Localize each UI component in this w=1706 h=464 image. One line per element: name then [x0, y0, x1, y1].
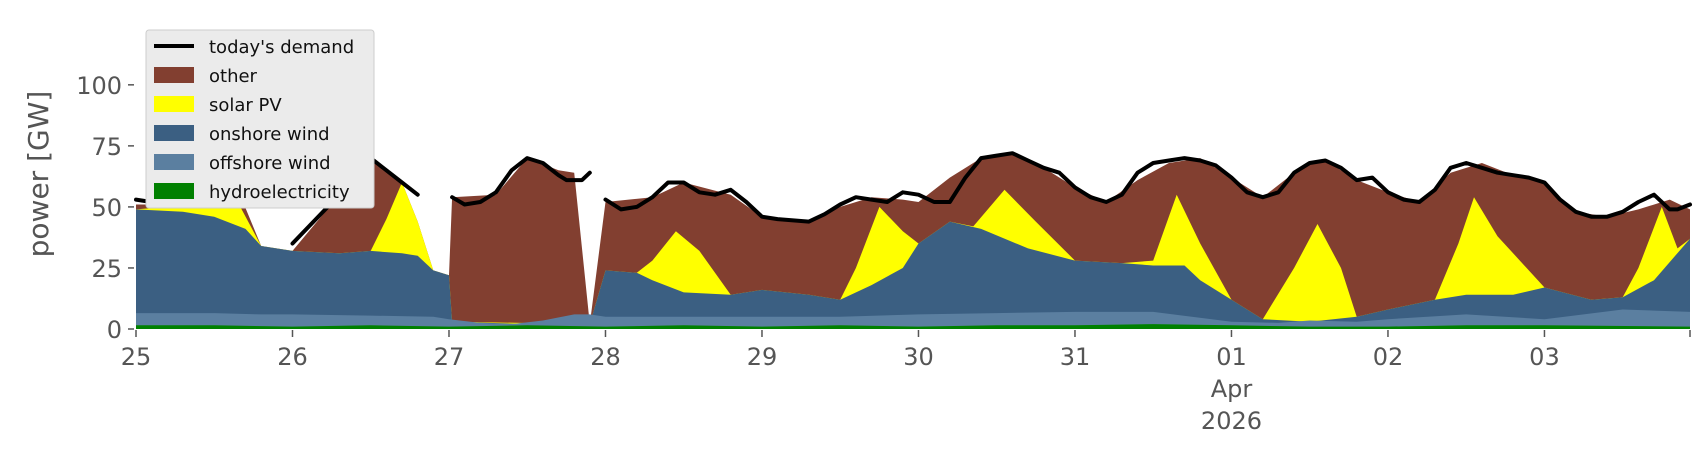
area-hydroelectricity	[136, 324, 1690, 329]
x-tick-label: 01	[1216, 343, 1247, 371]
y-tick-label: 0	[107, 316, 122, 344]
legend-label-solar-pv: solar PV	[209, 95, 282, 116]
x-tick-label: 30	[903, 343, 934, 371]
y-axis-label: power [GW]	[22, 91, 55, 258]
legend: today's demand other solar PV onshore wind o…	[145, 29, 375, 209]
legend-label-today-s-demand: today's demand	[209, 37, 354, 58]
legend-label-offshore-wind: offshore wind	[209, 153, 331, 174]
series-layer	[134, 148, 1692, 329]
x-tick-label: 31	[1060, 343, 1091, 371]
x-tick-label: 27	[434, 343, 465, 371]
legend-label-onshore-wind: onshore wind	[209, 124, 330, 145]
legend-frame	[145, 29, 375, 209]
y-tick-label: 25	[91, 255, 122, 283]
legend-swatch-other	[154, 67, 194, 83]
x-tick-label: 02	[1373, 343, 1404, 371]
y-tick-label: 75	[91, 133, 122, 161]
x-tick-label: 29	[747, 343, 778, 371]
y-tick-label: 100	[76, 72, 122, 100]
x-tick-label: Apr	[1211, 375, 1253, 403]
legend-label-hydroelectricity: hydroelectricity	[209, 182, 350, 203]
x-tick-label: 2026	[1201, 407, 1262, 435]
legend-swatch-hydroelectricity	[154, 183, 194, 199]
demand-line-segment-3	[603, 151, 1692, 224]
x-tick-label: 25	[121, 343, 152, 371]
y-tick-label: 50	[91, 194, 122, 222]
legend-label-other: other	[209, 66, 258, 87]
demand-line-segment-2	[450, 156, 592, 207]
x-tick-label: 03	[1529, 343, 1560, 371]
x-tick-label: 26	[277, 343, 308, 371]
area-onshore-wind	[136, 209, 1690, 329]
area-solar-pv	[136, 172, 1690, 329]
area-offshore-wind	[136, 309, 1690, 329]
x-tick-label: 28	[590, 343, 621, 371]
legend-swatch-solar-pv	[154, 96, 194, 112]
legend-swatch-offshore-wind	[154, 154, 194, 170]
legend-swatch-onshore-wind	[154, 125, 194, 141]
